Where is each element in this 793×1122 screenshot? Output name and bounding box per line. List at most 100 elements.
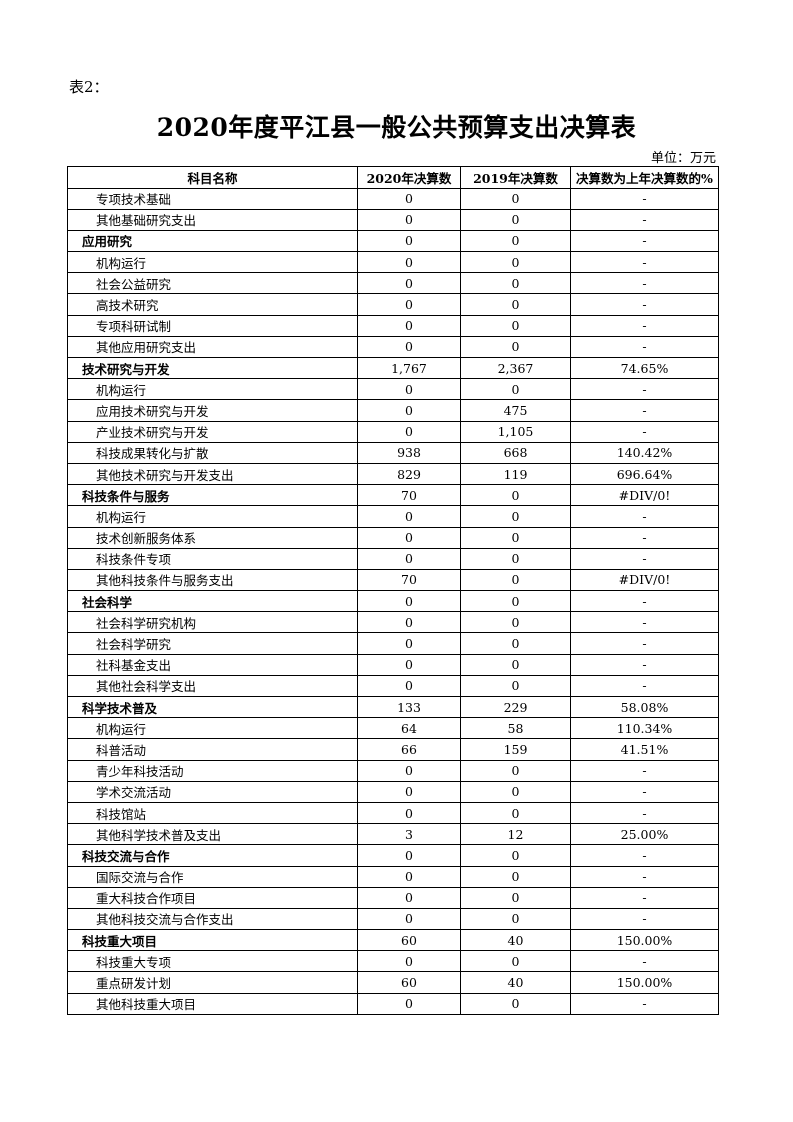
value-2019-cell: 668 (460, 441, 571, 464)
value-2020-cell: 0 (357, 780, 461, 803)
category-row: 技术研究与开发 1,767 2,367 74.65% (67, 356, 719, 380)
subject-cell: 技术研究与开发 (67, 356, 358, 380)
subject-cell: 其他社会科学支出 (67, 674, 358, 698)
value-2020-cell: 60 (357, 971, 461, 994)
table-row: 机构运行 0 0- (67, 378, 719, 401)
pct-cell: - (570, 674, 719, 698)
table-row: 重点研发计划 60 40 150.00% (67, 971, 719, 994)
subject-cell: 其他应用研究支出 (67, 335, 358, 359)
value-2020-cell: 829 (357, 462, 461, 486)
value-2019-cell: 0 (460, 653, 571, 676)
table-row: 应用技术研究与开发 0 475- (67, 399, 719, 422)
subject-cell: 机构运行 (67, 505, 358, 528)
subject-cell: 其他科技交流与合作支出 (67, 907, 358, 931)
value-2020-cell: 0 (357, 208, 461, 231)
value-2020-cell: 0 (357, 992, 461, 1015)
value-2020-cell: 0 (357, 420, 461, 443)
pct-cell: 74.65% (570, 356, 719, 380)
value-2020-cell: 0 (357, 272, 461, 295)
value-2020-cell: 0 (357, 378, 461, 401)
page-title: 2020年度平江县一般公共预算支出决算表 (156, 113, 637, 142)
value-2019-cell: 0 (460, 568, 571, 592)
value-2019-cell: 0 (460, 865, 571, 888)
table-row: 科技成果转化与扩散 938 668 140.42% (67, 441, 719, 464)
subject-cell: 其他科技条件与服务支出 (67, 568, 358, 592)
value-2019-cell: 1,105 (460, 420, 571, 443)
pct-cell: - (570, 187, 719, 210)
value-2019-cell: 119 (460, 462, 571, 486)
value-2020-cell: 60 (357, 929, 461, 952)
value-2020-cell: 0 (357, 526, 461, 549)
value-2019-cell: 0 (460, 950, 571, 973)
value-2019-cell: 0 (460, 208, 571, 231)
pct-cell: 25.00% (570, 823, 719, 846)
header-2020: 2020年决算数 (357, 166, 461, 189)
table-row: 产业技术研究与开发 0 1,105- (67, 420, 719, 443)
subject-cell: 其他技术研究与开发支出 (67, 462, 358, 486)
value-2020-cell: 0 (357, 611, 461, 634)
subject-cell: 其他基础研究支出 (67, 208, 358, 231)
value-2020-cell: 70 (357, 568, 461, 592)
value-2020-cell: 0 (357, 251, 461, 274)
subject-cell: 重大科技合作项目 (67, 886, 358, 909)
subject-cell: 专项技术基础 (67, 187, 358, 210)
value-2020-cell: 0 (357, 293, 461, 316)
value-2020-cell: 0 (357, 547, 461, 570)
value-2019-cell: 0 (460, 907, 571, 931)
category-row: 应用研究 0 0- (67, 229, 719, 253)
value-2019-cell: 58 (460, 717, 571, 740)
subject-cell: 重点研发计划 (67, 971, 358, 994)
value-2020-cell: 0 (357, 335, 461, 359)
header-subject: 科目名称 (67, 166, 358, 189)
table-row: 国际交流与合作 0 0- (67, 865, 719, 888)
pct-cell: 58.08% (570, 695, 719, 719)
subject-cell: 社会科学 (67, 590, 358, 613)
pct-cell: - (570, 780, 719, 803)
table-row: 其他技术研究与开发支出 829 119 696.64% (67, 462, 719, 486)
pct-cell: #DIV/0! (570, 484, 719, 507)
category-row: 科技重大项目 60 40 150.00% (67, 929, 719, 952)
value-2020-cell: 0 (357, 674, 461, 698)
category-row: 科技交流与合作 0 0- (67, 844, 719, 867)
value-2019-cell: 0 (460, 484, 571, 507)
subject-cell: 机构运行 (67, 717, 358, 740)
value-2020-cell: 0 (357, 950, 461, 973)
value-2019-cell: 0 (460, 844, 571, 867)
value-2020-cell: 0 (357, 229, 461, 253)
value-2019-cell: 12 (460, 823, 571, 846)
value-2019-cell: 0 (460, 187, 571, 210)
pct-cell: - (570, 399, 719, 422)
subject-cell: 产业技术研究与开发 (67, 420, 358, 443)
subject-cell: 青少年科技活动 (67, 759, 358, 782)
value-2019-cell: 0 (460, 251, 571, 274)
category-row: 科学技术普及 133 229 58.08% (67, 695, 719, 719)
value-2019-cell: 0 (460, 992, 571, 1015)
table-row: 社会科学研究 0 0- (67, 632, 719, 655)
value-2019-cell: 40 (460, 929, 571, 952)
subject-cell: 社会公益研究 (67, 272, 358, 295)
pct-cell: 140.42% (570, 441, 719, 464)
value-2019-cell: 475 (460, 399, 571, 422)
value-2020-cell: 0 (357, 505, 461, 528)
value-2020-cell: 0 (357, 632, 461, 655)
value-2019-cell: 229 (460, 695, 571, 719)
subject-cell: 科技条件专项 (67, 547, 358, 570)
subject-cell: 其他科技重大项目 (67, 992, 358, 1015)
value-2019-cell: 0 (460, 526, 571, 549)
subject-cell: 科普活动 (67, 738, 358, 761)
subject-cell: 科技重大项目 (67, 929, 358, 952)
table-row: 机构运行 0 0- (67, 251, 719, 274)
pct-cell: 41.51% (570, 738, 719, 761)
table-label: 表2： (69, 78, 109, 96)
value-2020-cell: 0 (357, 759, 461, 782)
value-2019-cell: 0 (460, 759, 571, 782)
subject-cell: 科学技术普及 (67, 695, 358, 719)
subject-cell: 社会科学研究机构 (67, 611, 358, 634)
value-2020-cell: 0 (357, 886, 461, 909)
pct-cell: - (570, 378, 719, 401)
value-2019-cell: 0 (460, 505, 571, 528)
pct-cell: - (570, 844, 719, 867)
subject-cell: 科技交流与合作 (67, 844, 358, 867)
table-row: 其他应用研究支出 0 0- (67, 335, 719, 359)
subject-cell: 学术交流活动 (67, 780, 358, 803)
